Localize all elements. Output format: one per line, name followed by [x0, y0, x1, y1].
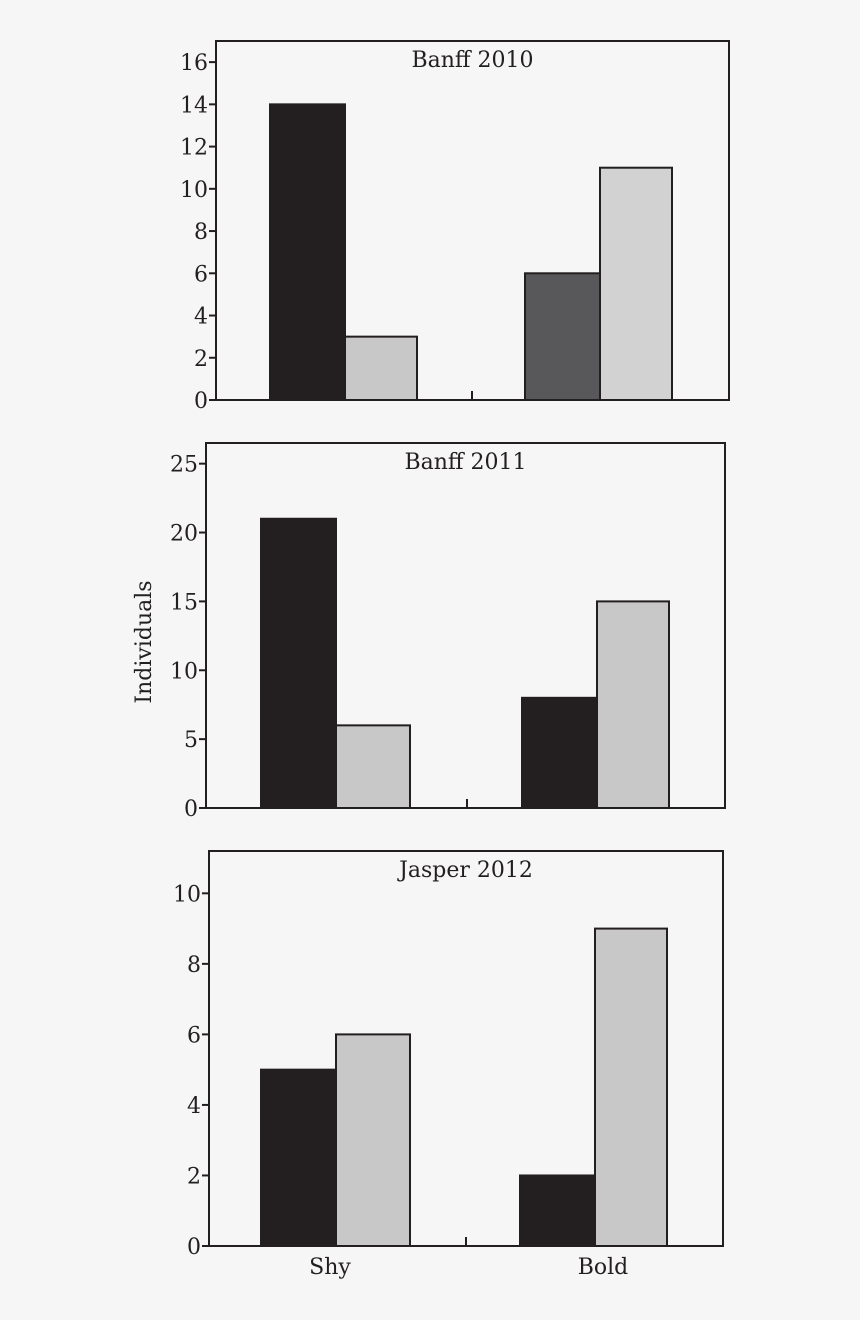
y-tick-label: 2	[187, 1164, 201, 1189]
y-tick-label: 10	[173, 882, 201, 907]
chart-panel-3: 0 2 4 6 8 10 Jasper 2012	[173, 850, 724, 1260]
y-tick-label: 16	[180, 51, 208, 76]
bar-bold-series-1	[519, 1174, 596, 1247]
y-tick-label: 4	[187, 1094, 201, 1119]
y-tick-label: 2	[194, 347, 208, 372]
bar-bold-series-1	[524, 272, 601, 402]
x-category-label-bold: Bold	[578, 1255, 629, 1280]
y-tick-label: 15	[170, 590, 198, 615]
y-tick-label: 0	[187, 1235, 201, 1260]
y-tick-label: 0	[194, 389, 208, 414]
chart-title: Banff 2011	[404, 450, 526, 475]
y-tick-label: 6	[187, 1023, 201, 1048]
y-tick-label: 8	[187, 953, 201, 978]
y-tick-label: 25	[170, 453, 198, 478]
y-tick-label: 4	[194, 305, 208, 330]
bar-bold-series-2	[596, 600, 670, 810]
bar-shy-series-2	[335, 724, 411, 810]
x-category-label-shy: Shy	[309, 1255, 351, 1280]
chart-panel-2: 0 5 10 15 20 25 Banff 2011	[170, 442, 726, 822]
y-tick-label: 10	[170, 659, 198, 684]
bar-shy-series-1	[269, 103, 346, 402]
y-tick-label: 14	[180, 93, 208, 118]
bar-bold-series-1	[521, 696, 598, 810]
chart-panel-1: 0 2 4 6 8 10 12 14 16 Banff 2010	[180, 40, 730, 414]
bar-shy-series-1	[260, 1068, 337, 1248]
bar-shy-series-2	[335, 1033, 411, 1247]
plot-frame	[205, 442, 726, 809]
y-tick-label: 12	[180, 136, 208, 161]
bar-shy-series-2	[344, 335, 418, 402]
y-tick-label: 20	[170, 522, 198, 547]
chart-title: Banff 2010	[411, 48, 533, 73]
y-tick-label: 0	[184, 797, 198, 822]
y-tick-label: 5	[184, 728, 198, 753]
bar-shy-series-1	[260, 517, 337, 809]
bar-bold-series-2	[599, 166, 673, 401]
y-tick-label: 8	[194, 220, 208, 245]
y-tick-label: 10	[180, 178, 208, 203]
bar-bold-series-2	[594, 927, 668, 1247]
y-tick-label: 6	[194, 262, 208, 287]
chart-title: Jasper 2012	[397, 858, 533, 883]
y-axis-label: Individuals	[132, 580, 157, 703]
